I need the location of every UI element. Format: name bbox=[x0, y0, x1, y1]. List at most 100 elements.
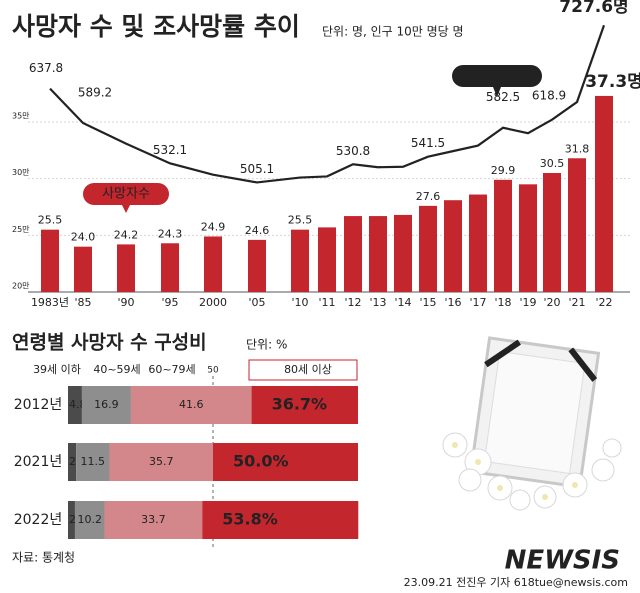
bar-segment bbox=[68, 386, 82, 424]
x-tick-label: 50 bbox=[207, 366, 219, 376]
x-tick-label: '90 bbox=[117, 296, 134, 309]
segment-value-label: 33.7 bbox=[141, 513, 166, 526]
category-label: 2021년 bbox=[14, 454, 63, 470]
source: 자료: 통계청 bbox=[12, 551, 75, 565]
annotation-pill bbox=[83, 183, 169, 213]
x-tick-label: '12 bbox=[344, 296, 361, 309]
segment-value-label: 53.8% bbox=[222, 510, 278, 529]
bar bbox=[369, 216, 387, 292]
bar bbox=[595, 95, 613, 292]
bar bbox=[444, 200, 462, 292]
line-value-label: 541.5 bbox=[411, 136, 445, 150]
bar-value-label: 25.5 bbox=[288, 214, 313, 227]
chart-subtitle: 단위: 명, 인구 10만 명당 명 bbox=[322, 25, 464, 39]
header-box bbox=[248, 359, 358, 381]
segment-value-label: 35.7 bbox=[149, 455, 174, 468]
bar bbox=[161, 243, 179, 292]
bar-value-label: 24.3 bbox=[158, 227, 183, 240]
bar bbox=[248, 239, 266, 292]
line-value-label: 589.2 bbox=[78, 86, 112, 100]
y-tick-label: 25만 bbox=[12, 225, 30, 234]
bar bbox=[318, 227, 336, 292]
line-value-label: 505.1 bbox=[240, 162, 274, 176]
bar bbox=[117, 244, 135, 292]
x-tick-label: '10 bbox=[291, 296, 308, 309]
segment-value-label: 10.2 bbox=[78, 513, 103, 526]
bar bbox=[344, 216, 362, 292]
logo: NEWSIS bbox=[505, 546, 620, 576]
x-tick-label: '11 bbox=[318, 296, 335, 309]
line-value-label: 582.5 bbox=[486, 90, 520, 104]
bar-segment bbox=[130, 386, 252, 424]
line bbox=[49, 24, 606, 184]
bar-value-label: 31.8 bbox=[565, 142, 590, 155]
bar bbox=[469, 194, 487, 292]
x-tick-label: '19 bbox=[519, 296, 536, 309]
x-tick-label: 2000 bbox=[199, 296, 227, 309]
chart-title: 연령별 사망자 수 구성비 bbox=[12, 332, 207, 354]
line-value-label: 727.6명 bbox=[559, 0, 628, 17]
bar-value-label: 24.9 bbox=[201, 220, 226, 233]
x-tick-label: '17 bbox=[469, 296, 486, 309]
line-value-label: 637.8 bbox=[29, 61, 63, 75]
legend-label: 80세 이상 bbox=[284, 363, 332, 376]
bar-value-label: 30.5 bbox=[540, 157, 565, 170]
chart-subtitle: 단위: % bbox=[246, 338, 287, 352]
segment-value-label: 11.5 bbox=[81, 455, 106, 468]
legend-label: 39세 이하 bbox=[33, 362, 81, 376]
bar bbox=[74, 246, 92, 292]
x-tick-label: '22 bbox=[595, 296, 612, 309]
bar-value-label: 24.6 bbox=[245, 224, 270, 237]
x-tick-label: '20 bbox=[543, 296, 560, 309]
x-tick-label: '18 bbox=[494, 296, 511, 309]
bar bbox=[568, 158, 586, 292]
segment-value-label: 16.9 bbox=[94, 398, 119, 411]
decoration bbox=[442, 336, 622, 511]
bar bbox=[419, 205, 437, 292]
x-tick-label: '13 bbox=[369, 296, 386, 309]
legend-label: 40~59세 bbox=[93, 363, 140, 376]
bar-segment bbox=[68, 501, 75, 539]
bar-segment bbox=[202, 501, 359, 539]
bar-segment bbox=[76, 443, 110, 481]
bar bbox=[543, 173, 561, 292]
segment-value-label: 50.0% bbox=[233, 452, 289, 471]
bar bbox=[394, 214, 412, 292]
bar-segment bbox=[81, 386, 131, 424]
bar bbox=[494, 179, 512, 292]
x-tick-label: '21 bbox=[568, 296, 585, 309]
bar bbox=[204, 236, 222, 292]
bar-segment bbox=[109, 443, 213, 481]
bar-value-label: 37.3명 bbox=[585, 72, 640, 92]
bar-value-label: 27.6 bbox=[416, 190, 441, 203]
bar-segment bbox=[213, 443, 358, 481]
x-tick-label: '14 bbox=[394, 296, 411, 309]
bar-segment bbox=[68, 443, 77, 481]
bar-value-label: 24.0 bbox=[71, 231, 96, 244]
line-value-label: 532.1 bbox=[153, 143, 187, 157]
bar-segment bbox=[251, 386, 358, 424]
credit: 23.09.21 전진우 기자 618tue@newsis.com bbox=[404, 576, 628, 589]
bar-value-label: 24.2 bbox=[114, 228, 139, 241]
x-tick-label: '15 bbox=[419, 296, 436, 309]
legend-label: 60~79세 bbox=[148, 363, 195, 376]
bar-value-label: 25.5 bbox=[38, 214, 63, 227]
x-tick-label: '16 bbox=[444, 296, 461, 309]
y-tick-label: 35만 bbox=[12, 112, 30, 121]
annotation-pill bbox=[452, 65, 542, 97]
category-label: 2012년 bbox=[14, 397, 63, 413]
line-value-label: 618.9 bbox=[532, 89, 566, 103]
x-tick-label: '85 bbox=[74, 296, 91, 309]
y-tick-label: 30만 bbox=[12, 168, 30, 177]
x-tick-label: 1983년 bbox=[31, 296, 69, 309]
legend-label: 사망자수 bbox=[102, 187, 150, 202]
bar bbox=[519, 184, 537, 292]
chart-title: 사망자 수 및 조사망률 추이 bbox=[12, 12, 300, 41]
x-tick-label: '05 bbox=[248, 296, 265, 309]
segment-value-label: 41.6 bbox=[179, 398, 204, 411]
segment-value-label: 36.7% bbox=[272, 395, 328, 414]
line-value-label: 530.8 bbox=[336, 144, 370, 158]
bar-value-label: 29.9 bbox=[491, 164, 516, 177]
